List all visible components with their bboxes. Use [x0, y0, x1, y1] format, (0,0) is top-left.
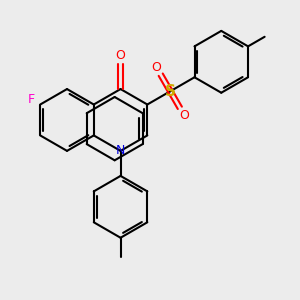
Text: F: F — [28, 93, 35, 106]
Text: O: O — [116, 49, 125, 62]
Text: O: O — [152, 61, 161, 74]
Text: N: N — [116, 144, 125, 157]
Text: O: O — [179, 109, 189, 122]
Text: S: S — [165, 84, 176, 99]
